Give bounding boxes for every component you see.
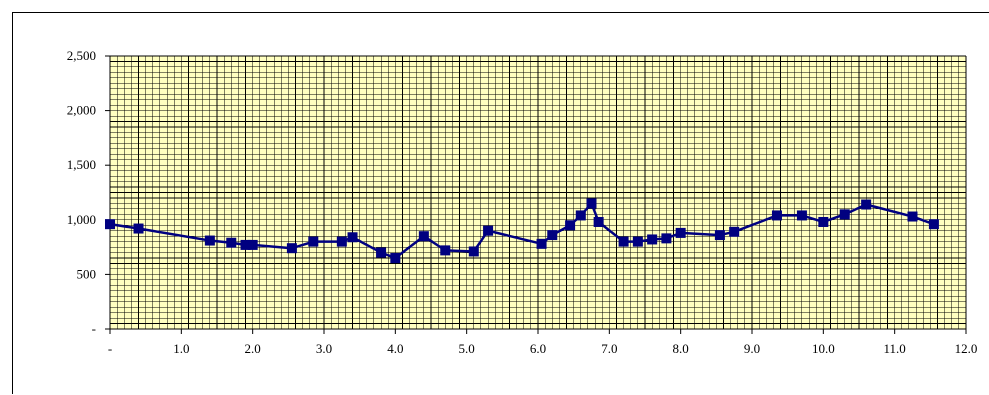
x-tick-label: 11.0 [884,341,906,356]
x-tick-label: 7.0 [601,341,617,356]
chart-frame: - 1.0 2.0 3.0 4.0 5.0 6.0 7.0 8.0 9.0 10.0 11.0 12.0… [12,12,989,394]
y-tick-label: 2,500 [67,48,96,63]
x-tick-label: 9.0 [744,341,760,356]
data-point [618,236,629,247]
data-point [796,210,807,221]
x-tick-label: 2.0 [245,341,261,356]
data-point [861,199,872,210]
data-point [839,209,850,220]
data-point [483,225,494,236]
y-tick-label: 2,000 [67,103,96,118]
data-point [536,238,547,249]
data-point [468,246,479,257]
data-point [308,236,319,247]
data-point [240,239,251,250]
data-point [390,253,401,264]
data-point [440,245,451,256]
data-point [247,239,258,250]
data-point [347,232,358,243]
data-point [647,234,658,245]
x-tick-label: 3.0 [316,341,332,356]
y-tick-label: 1,000 [67,212,96,227]
x-tick-label: 1.0 [173,341,189,356]
minor-gridlines [109,55,967,330]
data-point [818,216,829,227]
data-series [105,198,939,264]
x-tick-label: - [108,341,112,356]
y-tick-label: 1,500 [67,157,96,172]
data-point [226,237,237,248]
line-chart: - 1.0 2.0 3.0 4.0 5.0 6.0 7.0 8.0 9.0 10.0 11.0 12.0… [67,48,978,356]
data-point [729,226,740,237]
data-point [771,210,782,221]
data-point [376,247,387,258]
data-point [105,219,115,230]
data-point [418,231,429,242]
data-point [661,233,672,244]
data-point [565,220,576,231]
data-point [907,211,918,222]
x-tick-label: 8.0 [673,341,689,356]
y-tick-label: 500 [77,266,97,281]
data-point [575,210,586,221]
x-tick-label: 12.0 [955,341,978,356]
data-point [286,243,297,254]
data-point [714,230,725,241]
x-tick-label: 5.0 [459,341,475,356]
x-tick-label: 6.0 [530,341,546,356]
data-point [928,219,939,230]
data-point [632,236,643,247]
tick-labels: - 1.0 2.0 3.0 4.0 5.0 6.0 7.0 8.0 9.0 10.0 11.0 12.0… [67,48,978,356]
axes [105,55,967,334]
data-point [586,198,597,209]
data-point [675,227,686,238]
x-tick-label: 4.0 [387,341,403,356]
data-point [547,230,558,241]
x-tick-label: 10.0 [812,341,835,356]
data-point [593,216,604,227]
data-point [204,235,215,246]
y-tick-label: - [92,321,96,336]
data-point [133,223,144,234]
data-point [336,236,347,247]
